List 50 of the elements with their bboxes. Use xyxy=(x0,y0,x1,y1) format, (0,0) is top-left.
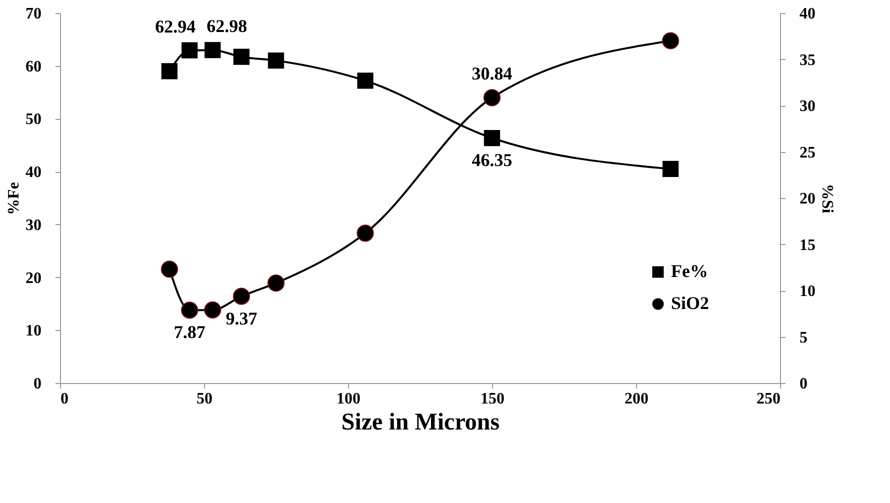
y2-tick-label: 20 xyxy=(800,190,816,208)
point xyxy=(182,42,198,58)
y-tick-label: 0 xyxy=(34,376,42,392)
point xyxy=(160,260,178,278)
legend-label: SiO2 xyxy=(671,293,710,313)
x-axis-title: Size in Microns xyxy=(341,410,500,436)
data-label: 7.87 xyxy=(174,322,206,342)
y-tick-label: 60 xyxy=(26,58,42,76)
y2-tick-label: 35 xyxy=(800,52,816,69)
point xyxy=(204,42,221,58)
point xyxy=(662,160,679,177)
data-label: 62.94 xyxy=(155,16,196,36)
y2-axis-title: %Si xyxy=(818,184,836,214)
y2-tick-label: 5 xyxy=(800,329,808,346)
y2-tick-label: 0 xyxy=(800,376,808,392)
point xyxy=(662,32,680,50)
x-tick-label: 200 xyxy=(624,390,648,408)
y-tick-label: 10 xyxy=(26,322,42,340)
y2-tick-label: 30 xyxy=(800,98,816,115)
y-tick-label: 40 xyxy=(26,164,42,182)
x-tick-label: 0 xyxy=(60,390,68,408)
point xyxy=(161,63,178,80)
point xyxy=(232,288,250,305)
y2-tick-label: 40 xyxy=(800,6,816,22)
x-tick-label: 100 xyxy=(336,390,360,408)
point xyxy=(181,302,198,319)
x-tick-label: 250 xyxy=(756,390,780,408)
y-axis-title: %Fe xyxy=(6,182,22,215)
y-tick-label: 20 xyxy=(26,270,42,287)
x-tick-label: 150 xyxy=(480,390,504,408)
point xyxy=(357,72,374,89)
x-tick-label: 50 xyxy=(196,390,212,408)
data-label: 9.37 xyxy=(226,308,258,328)
data-label: 46.35 xyxy=(472,150,512,170)
y2-tick-label: 10 xyxy=(800,283,816,300)
point xyxy=(204,301,222,318)
y-tick-label: 30 xyxy=(26,216,42,234)
y-tick-label: 70 xyxy=(26,6,42,22)
y-tick-label: 50 xyxy=(26,111,42,128)
y2-tick-label: 15 xyxy=(800,236,816,254)
point xyxy=(484,130,500,146)
point xyxy=(267,274,285,292)
point xyxy=(356,224,374,242)
data-label: 30.84 xyxy=(472,64,512,84)
point xyxy=(233,48,250,65)
point xyxy=(483,89,501,106)
legend-label: Fe% xyxy=(671,261,708,281)
y2-tick-label: 25 xyxy=(800,144,816,162)
point xyxy=(268,52,284,69)
data-label: 62.98 xyxy=(206,16,248,36)
